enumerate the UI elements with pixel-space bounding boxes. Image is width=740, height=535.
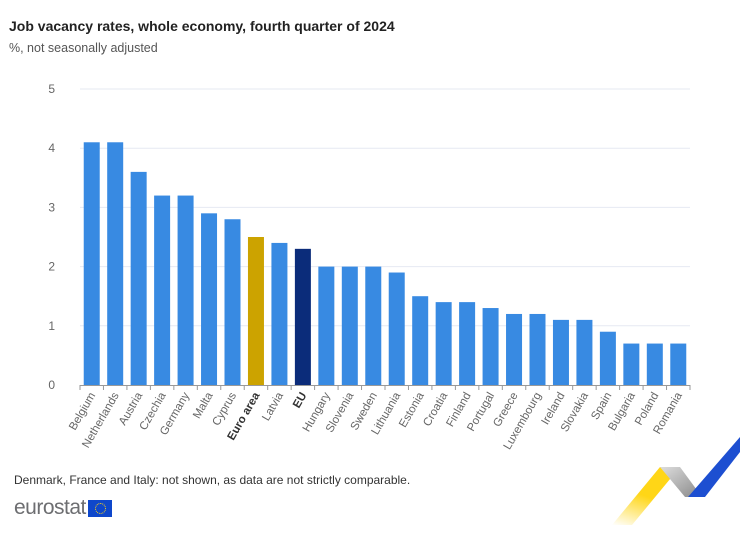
bar-germany[interactable] (177, 195, 194, 385)
bar-eu[interactable] (294, 248, 311, 385)
bar-cyprus[interactable] (224, 219, 241, 385)
bar-romania[interactable] (670, 343, 687, 385)
y-tick-label: 0 (48, 378, 55, 392)
bar-sweden[interactable] (365, 266, 382, 385)
bar-hungary[interactable] (318, 266, 335, 385)
bar-netherlands[interactable] (107, 142, 124, 385)
y-tick-label: 5 (48, 82, 55, 96)
bar-finland[interactable] (459, 302, 476, 385)
x-tick-label: EU (291, 391, 309, 411)
bar-slovenia[interactable] (341, 266, 358, 385)
chart-subtitle: %, not seasonally adjusted (9, 41, 158, 55)
bar-czechia[interactable] (154, 195, 171, 385)
x-tick-label: Latvia (260, 390, 286, 423)
bar-austria[interactable] (130, 171, 147, 385)
y-tick-label: 1 (48, 319, 55, 333)
chart-title: Job vacancy rates, whole economy, fourth… (9, 18, 395, 34)
eurostat-logo: eurostat (14, 496, 112, 520)
bar-estonia[interactable] (412, 296, 429, 385)
bar-euro-area[interactable] (247, 237, 264, 385)
bar-slovakia[interactable] (576, 319, 593, 385)
x-tick-label: Spain (589, 391, 614, 422)
bar-malta[interactable] (201, 213, 218, 385)
bar-greece[interactable] (506, 313, 523, 385)
bar-croatia[interactable] (435, 302, 452, 385)
bar-latvia[interactable] (271, 242, 288, 385)
logo-text: eurostat (14, 496, 86, 519)
bar-luxembourg[interactable] (529, 313, 546, 385)
decorative-ribbon (612, 437, 740, 525)
bar-lithuania[interactable] (388, 272, 405, 385)
y-tick-label: 2 (48, 260, 55, 274)
bar-bulgaria[interactable] (623, 343, 640, 385)
chart-footnote: Denmark, France and Italy: not shown, as… (14, 473, 411, 487)
y-tick-label: 3 (48, 200, 55, 214)
eu-flag-icon (87, 499, 112, 517)
bar-poland[interactable] (646, 343, 663, 385)
x-tick-label: Malta (191, 390, 216, 421)
bar-spain[interactable] (599, 331, 616, 385)
y-tick-label: 4 (48, 141, 55, 155)
bar-belgium[interactable] (83, 142, 100, 385)
bar-ireland[interactable] (552, 319, 569, 385)
bar-portugal[interactable] (482, 308, 499, 385)
